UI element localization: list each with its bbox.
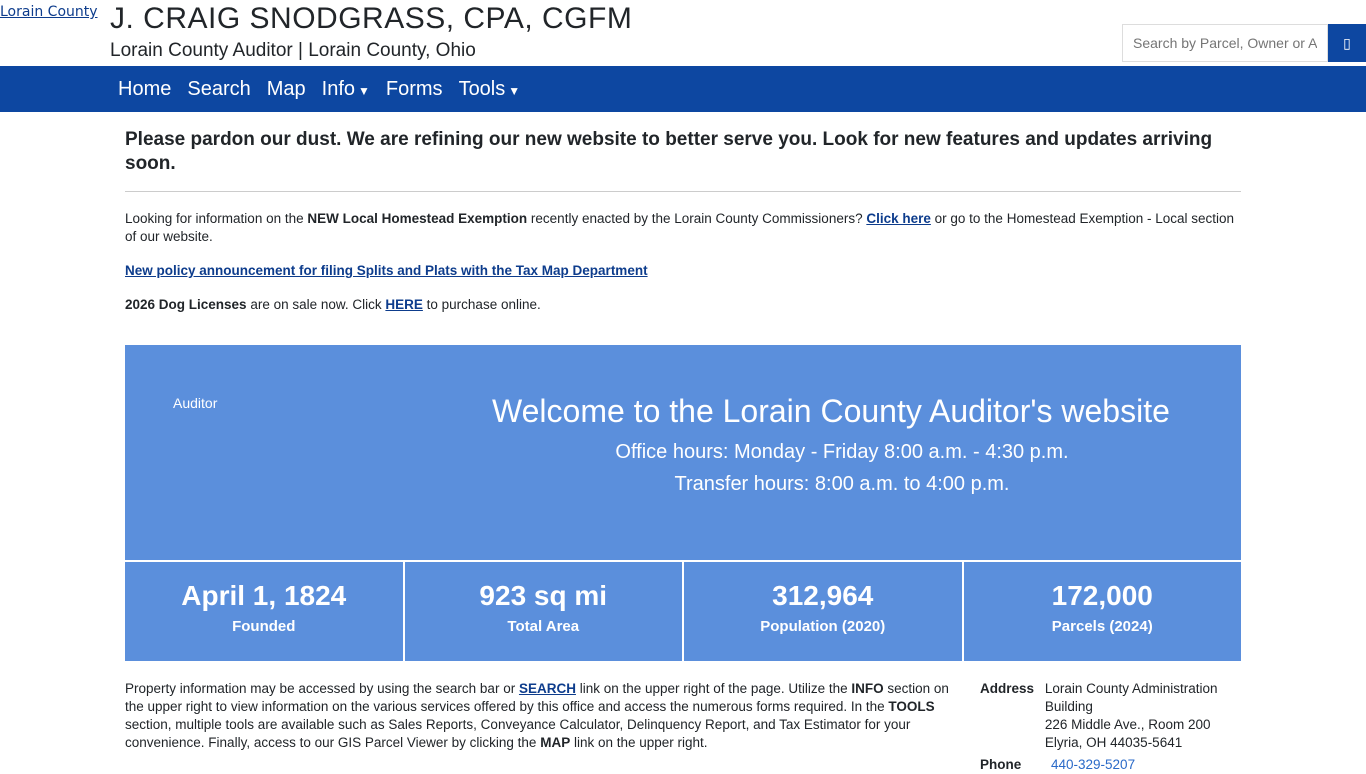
search-icon: ▯ (1343, 34, 1351, 51)
logo[interactable]: Lorain County (0, 4, 98, 20)
homestead-link[interactable]: Click here (866, 211, 931, 226)
contact: Address Lorain County Administration Bui… (980, 680, 1250, 774)
caret-down-icon: ▼ (508, 83, 521, 98)
notice: Please pardon our dust. We are refining … (125, 128, 1241, 192)
stats: April 1, 1824 Founded 923 sq mi Total Area… (125, 560, 1241, 663)
dog-license-text: 2026 Dog Licenses are on sale now. Click… (125, 297, 541, 312)
nav-home[interactable]: Home (118, 77, 172, 100)
stat-population: 312,964 Population (2020) (684, 562, 964, 663)
site-subtitle: Lorain County Auditor | Lorain County, O… (110, 40, 476, 61)
phone-label: Phone (980, 757, 1022, 772)
phone-link[interactable]: 440-329-5207 (1051, 757, 1136, 772)
search-input[interactable] (1122, 24, 1328, 62)
nav-forms[interactable]: Forms (385, 77, 443, 100)
dog-license-link[interactable]: HERE (385, 297, 423, 312)
info-text: Property information may be accessed by … (125, 681, 949, 750)
policy-text: New policy announcement for filing Split… (125, 262, 1241, 280)
transfer-hours: Transfer hours: 8:00 a.m. to 4:00 p.m. (674, 473, 1010, 495)
address: Lorain County Administration Building 226… (1044, 681, 1218, 750)
homestead-text: Looking for information on the NEW Local… (125, 211, 1235, 244)
address-label: Address (980, 681, 1035, 696)
welcome-title: Welcome to the Lorain County Auditor's w… (492, 393, 1170, 429)
nav-info-label: Info (321, 77, 355, 100)
policy-link[interactable]: New policy announcement for filing Split… (125, 263, 648, 278)
auditor-image: Auditor (173, 395, 218, 411)
main-nav: Home Search Map Info ▼ Forms Tools ▼ (0, 66, 1366, 112)
nav-tools-label: Tools (458, 77, 506, 100)
search-bar: ▯ (1122, 24, 1366, 62)
caret-down-icon: ▼ (358, 83, 370, 98)
stat-parcels: 172,000 Parcels (2024) (1051, 580, 1153, 635)
site-title: J. CRAIG SNODGRASS, CPA, CGFM (110, 2, 633, 35)
nav-info[interactable]: Info ▼ (322, 78, 370, 101)
nav-tools[interactable]: Tools ▼ (459, 78, 521, 101)
welcome-banner: Auditor Welcome to the Lorain County Aud… (125, 345, 1241, 663)
search-button[interactable]: ▯ (1328, 24, 1366, 62)
header: Lorain County J. CRAIG SNODGRASS, CPA, C… (0, 0, 1366, 66)
search-link[interactable]: SEARCH (518, 681, 576, 696)
nav-search[interactable]: Search (187, 77, 251, 100)
stat-area: 923 sq mi Total Area (405, 562, 684, 663)
nav-map[interactable]: Map (266, 77, 306, 100)
office-hours: Office hours: Monday - Friday 8:00 a.m. … (615, 441, 1069, 463)
stat-founded: April 1, 1824 Founded (125, 562, 405, 663)
